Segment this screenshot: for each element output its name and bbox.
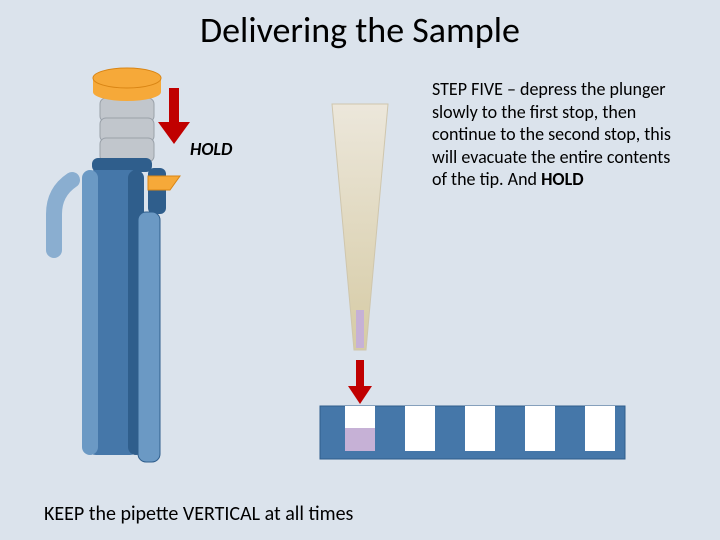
press-arrow (158, 88, 190, 144)
ejector-tab (148, 176, 180, 190)
pipette-tip (332, 104, 388, 350)
ejector-sleeve (138, 212, 160, 462)
liquid-in-well (345, 428, 375, 451)
ejector-button (148, 168, 166, 214)
plunger-stack (100, 98, 154, 162)
dispense-arrow (348, 360, 372, 404)
finger-hook (54, 180, 72, 250)
tip-and-rack (320, 104, 625, 459)
plunger-cap (93, 68, 161, 101)
pipette-body (82, 170, 144, 455)
tip-liquid (356, 310, 364, 348)
pipette (54, 68, 190, 462)
diagram (0, 0, 720, 540)
